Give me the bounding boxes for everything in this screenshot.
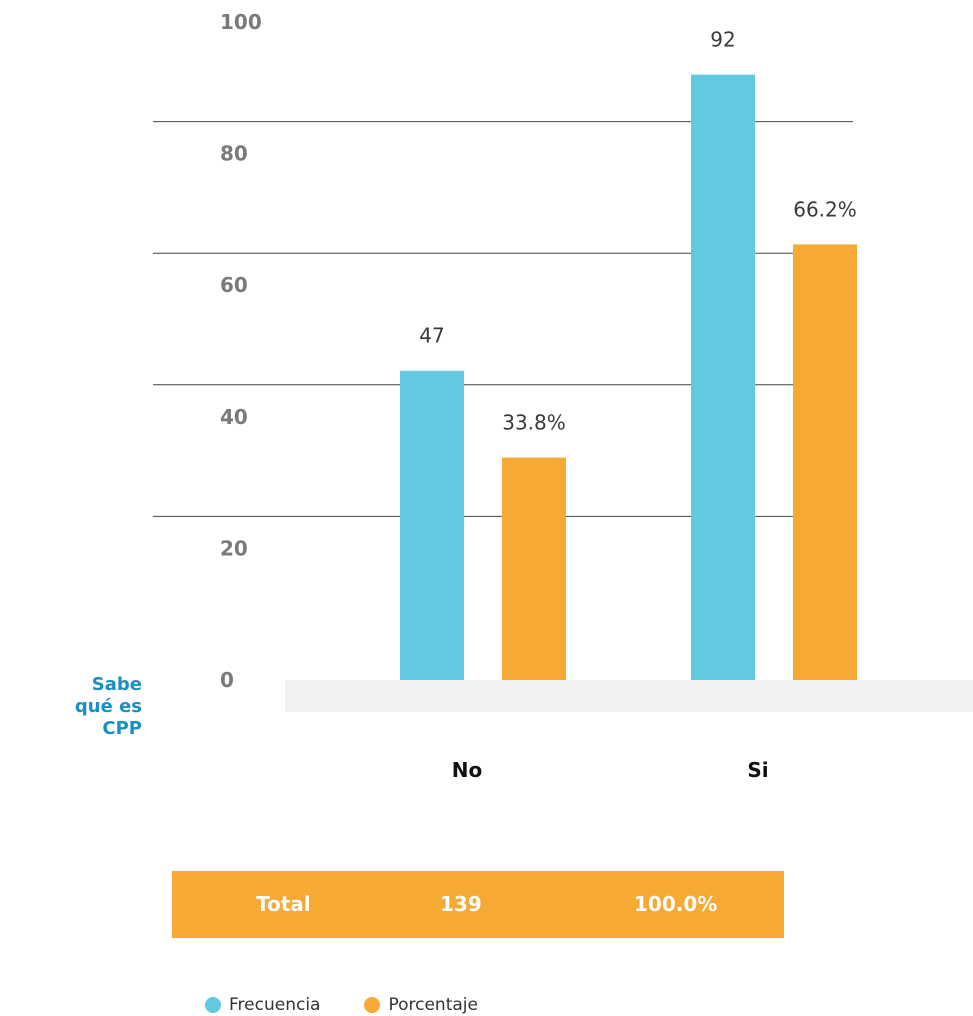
y-axis-ticks: 0 20 40 60 80 100 [220, 10, 262, 692]
total-percentage: 100.0% [634, 892, 718, 916]
category-label-no: No [452, 758, 482, 782]
data-label-porcentaje-no: 33.8% [502, 411, 566, 435]
y-tick-label-0: 0 [220, 668, 234, 692]
category-label-si: Si [747, 758, 768, 782]
y-tick-label-100: 100 [220, 10, 262, 34]
legend-label-frecuencia: Frecuencia [229, 995, 321, 1015]
bar-chart: 0 20 40 60 80 100 47 33.8% 92 66.2% No Si [153, 10, 973, 782]
total-frequency: 139 [440, 892, 482, 916]
y-tick-label-80: 80 [220, 142, 248, 166]
y-tick-label-20: 20 [220, 536, 248, 560]
legend-item-frecuencia: Frecuencia [205, 995, 320, 1015]
legend-dot-porcentaje-icon [364, 997, 381, 1013]
y-axis-title: Sabe qué es CPP [74, 674, 142, 739]
data-label-frecuencia-no: 47 [419, 324, 444, 348]
bars [400, 74, 857, 681]
category-labels: No Si [452, 758, 769, 782]
y-tick-label-60: 60 [220, 273, 248, 297]
data-label-porcentaje-si: 66.2% [793, 197, 857, 221]
data-labels: 47 33.8% 92 66.2% [419, 28, 857, 435]
data-label-frecuencia-si: 92 [710, 28, 735, 52]
bar-porcentaje-si [793, 244, 857, 681]
legend-label-porcentaje: Porcentaje [388, 995, 478, 1015]
legend-item-porcentaje: Porcentaje [364, 995, 478, 1015]
total-row: Total 139 100.0% [172, 871, 784, 938]
total-label: Total [256, 892, 311, 916]
legend-dot-frecuencia-icon [205, 997, 221, 1013]
bar-frecuencia-no [400, 370, 464, 680]
bar-frecuencia-si [691, 74, 755, 680]
y-tick-label-40: 40 [220, 405, 248, 429]
legend: Frecuencia Porcentaje [205, 994, 522, 1016]
baseline-band [285, 680, 973, 712]
bar-porcentaje-no [502, 457, 566, 680]
